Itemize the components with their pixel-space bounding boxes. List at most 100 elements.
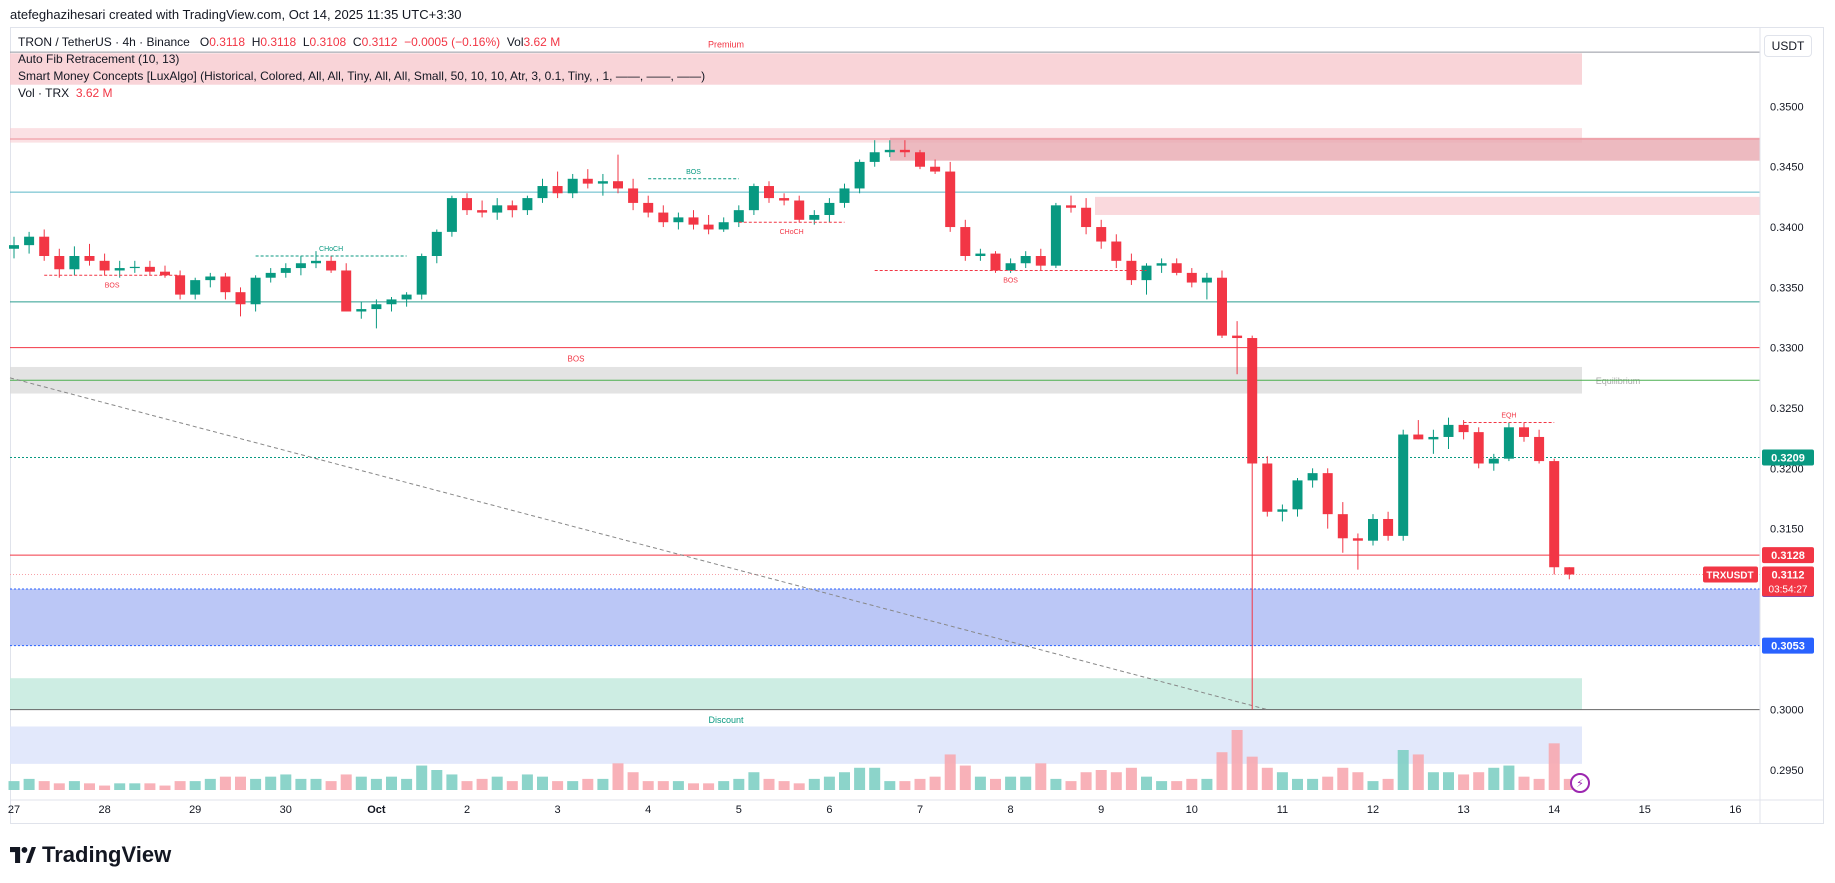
volume-bar — [1397, 750, 1409, 790]
candle-body — [990, 253, 1001, 271]
candle-body — [537, 186, 548, 199]
candle-body — [1262, 463, 1273, 512]
candle-body — [1443, 424, 1454, 437]
volume-bar — [974, 776, 986, 790]
volume-bar — [1125, 767, 1137, 790]
volume-bar — [114, 783, 126, 790]
volume-bar — [1186, 778, 1198, 790]
lightning-icon[interactable]: ⚡ — [1570, 773, 1590, 793]
candle-body — [1111, 241, 1122, 261]
time-tick-label: 13 — [1457, 804, 1469, 816]
candle-body — [613, 181, 623, 189]
candle-body — [839, 188, 850, 203]
candle-body — [24, 236, 35, 246]
candle-body — [84, 256, 95, 261]
candle-body — [129, 266, 140, 269]
candle-body — [1141, 265, 1152, 281]
last-price-text: 0.3112 — [1771, 569, 1804, 581]
time-tick-label: 10 — [1186, 804, 1198, 816]
time-tick-label: 4 — [645, 804, 651, 816]
volume-bar — [129, 783, 141, 790]
price-tick-label: 0.3450 — [1770, 162, 1804, 174]
candle-body — [1217, 277, 1227, 336]
price-axis-tag — [1762, 449, 1814, 466]
candle-body — [477, 210, 488, 213]
symbol-legend[interactable]: TRON / TetherUS · 4h · Binance O0.3118 H… — [18, 35, 560, 49]
volume-bar — [355, 776, 367, 790]
high-value: 0.3118 — [260, 35, 297, 49]
volume-bar — [1292, 778, 1303, 790]
volume-bar — [1518, 776, 1530, 790]
time-tick-label: 11 — [1277, 804, 1288, 816]
volume-bar — [703, 783, 715, 790]
bos-2-label: BOS — [686, 169, 701, 176]
volume-bar — [491, 776, 503, 790]
time-tick-label: 16 — [1729, 804, 1741, 816]
candle-body — [416, 256, 427, 295]
volume-bar — [38, 781, 50, 790]
price-tick-label: 0.3250 — [1770, 403, 1804, 415]
price-tick-label: 0.2950 — [1770, 765, 1804, 777]
price-tick-label: 0.3000 — [1770, 705, 1804, 717]
tradingview-mark-icon — [10, 847, 36, 863]
volume-bar — [219, 776, 231, 790]
price-tick-label: 0.3150 — [1770, 524, 1804, 536]
candle-body — [1232, 335, 1243, 339]
volume-bar — [1050, 778, 1062, 790]
candle-body — [718, 222, 729, 230]
order-block-mid — [1095, 196, 1760, 215]
volume-bar — [295, 778, 307, 790]
time-tick-label: 8 — [1008, 804, 1014, 816]
candle-body — [809, 214, 820, 220]
volume-bar — [84, 783, 95, 790]
volume-bar — [1005, 776, 1017, 790]
price-tick-label: 0.3200 — [1770, 463, 1804, 475]
time-tick-label: 30 — [280, 804, 292, 816]
volume-bar — [8, 781, 20, 790]
candle-body — [1519, 427, 1529, 437]
candle-body — [975, 253, 986, 256]
candle-body — [688, 217, 699, 225]
time-tick-label: 7 — [917, 804, 923, 816]
volume-bar — [1171, 781, 1183, 790]
volume-bar — [1458, 774, 1470, 790]
vol-indicator-legend[interactable]: Vol · TRX 3.62 M — [18, 86, 113, 100]
smc-indicator-legend[interactable]: Smart Money Concepts [LuxAlgo] (Historic… — [18, 69, 706, 83]
chart-frame — [10, 27, 1824, 824]
volume-bar — [1322, 776, 1334, 790]
price-tick-label: 0.3500 — [1770, 101, 1804, 113]
volume-bar — [597, 778, 609, 790]
volume-bar — [1261, 767, 1273, 790]
candle-body — [643, 202, 654, 213]
volume-bar — [1020, 776, 1032, 790]
candle-body — [205, 276, 216, 281]
candle-body — [54, 256, 65, 270]
candle-body — [401, 294, 412, 300]
candle-body — [69, 256, 80, 270]
volume-bar — [401, 778, 413, 790]
candle-body — [1458, 424, 1469, 433]
candle-body — [280, 268, 291, 273]
fib-indicator-legend[interactable]: Auto Fib Retracement (10, 13) — [18, 52, 180, 66]
volume-bar — [854, 767, 866, 790]
volume-value: 3.62 M — [523, 35, 561, 49]
candle-body — [567, 178, 578, 194]
volume-bar — [1035, 763, 1047, 790]
candle-body — [190, 280, 201, 295]
volume-bar — [53, 783, 65, 790]
time-tick-label: 14 — [1548, 804, 1560, 816]
volume-bar — [1427, 772, 1439, 790]
volume-bar — [642, 781, 654, 790]
currency-selector[interactable]: USDT — [1764, 35, 1812, 57]
volume-bar — [310, 778, 322, 790]
price-labels-layer: 0.32090.31280.31000.3053TRXUSDT0.311203:… — [1703, 449, 1814, 654]
candle-body — [733, 210, 744, 223]
volume-bar — [1488, 767, 1500, 790]
volume-bar — [718, 781, 730, 790]
volume-bar — [1533, 778, 1545, 790]
candle-body — [794, 200, 805, 220]
volume-bar — [899, 781, 911, 790]
tradingview-wordmark: TradingView — [42, 842, 172, 867]
volume-bar — [99, 785, 111, 790]
